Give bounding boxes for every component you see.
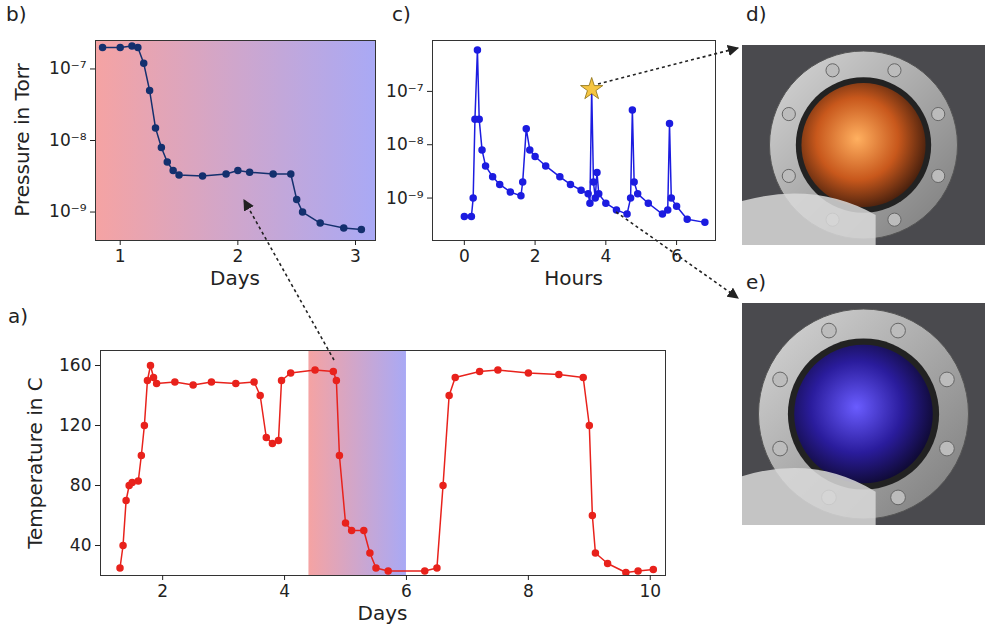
html-text:Temperature in C: Temperature in C [23, 376, 47, 549]
svg-text:6: 6 [401, 581, 412, 601]
svg-text:10⁻⁷: 10⁻⁷ [386, 81, 424, 101]
svg-text:4: 4 [279, 581, 290, 601]
html-text:a): a) [8, 304, 29, 328]
svg-text:10⁻⁹: 10⁻⁹ [386, 187, 424, 207]
svg-text:160: 160 [59, 355, 91, 375]
svg-text:1: 1 [115, 246, 126, 266]
svg-text:6: 6 [671, 246, 682, 266]
svg-text:10⁻⁷: 10⁻⁷ [49, 58, 87, 78]
html-text:Hours: Hours [544, 266, 603, 290]
svg-text:2: 2 [157, 581, 168, 601]
svg-text:10⁻⁸: 10⁻⁸ [49, 130, 87, 150]
html-text:d): d) [746, 2, 767, 26]
svg-text:10: 10 [639, 581, 661, 601]
svg-text:40: 40 [70, 535, 92, 555]
svg-text:10⁻⁹: 10⁻⁹ [49, 201, 87, 221]
html-text:Days: Days [210, 266, 260, 290]
html-text:Pressure in Torr: Pressure in Torr [10, 63, 34, 217]
svg-text:80: 80 [70, 475, 92, 495]
svg-text:120: 120 [59, 415, 91, 435]
svg-text:2: 2 [530, 246, 541, 266]
svg-text:10⁻⁸: 10⁻⁸ [386, 134, 424, 154]
svg-text:8: 8 [523, 581, 534, 601]
html-text:b): b) [6, 2, 27, 26]
html-text:e): e) [746, 270, 767, 294]
svg-text:4: 4 [600, 246, 611, 266]
html-text:c): c) [392, 2, 411, 26]
svg-text:0: 0 [459, 246, 470, 266]
html-text:Days: Days [357, 601, 408, 625]
svg-text:3: 3 [350, 246, 361, 266]
svg-text:2: 2 [232, 246, 243, 266]
